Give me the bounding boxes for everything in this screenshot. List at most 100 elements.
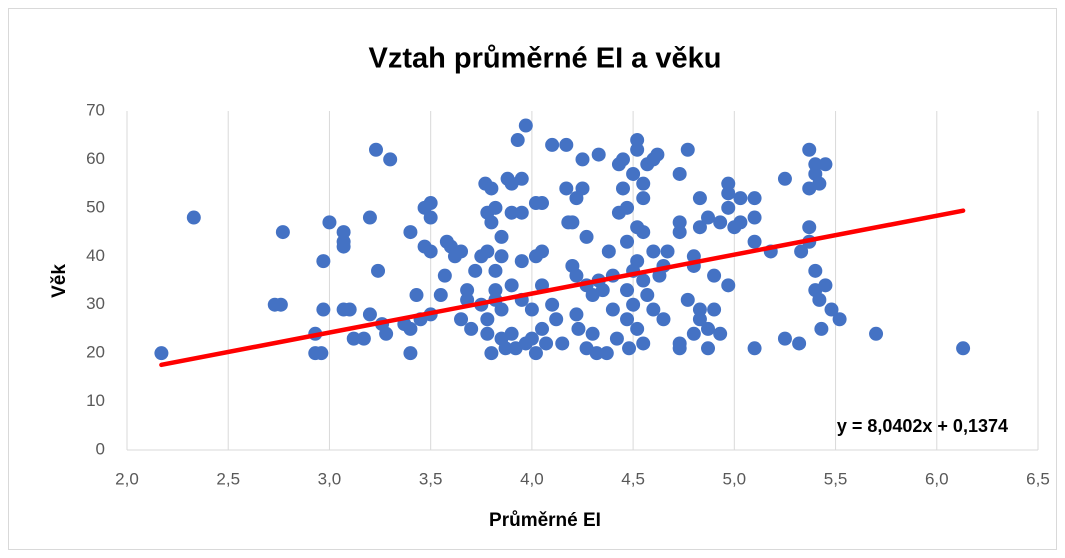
point [701, 210, 716, 225]
point [488, 263, 503, 278]
point [423, 196, 438, 211]
y-tick-label: 70 [86, 100, 105, 119]
y-tick-label: 40 [86, 246, 105, 265]
point [620, 200, 635, 215]
y-tick-label: 50 [86, 197, 105, 216]
point [545, 137, 560, 152]
point [575, 152, 590, 167]
point [707, 302, 722, 317]
point [437, 268, 452, 283]
point [535, 321, 550, 336]
point [777, 331, 792, 346]
point [571, 321, 586, 336]
point [707, 268, 722, 283]
x-tick-label: 5,0 [723, 469, 747, 488]
point [371, 263, 386, 278]
point [336, 239, 351, 254]
point [591, 147, 606, 162]
point [630, 133, 645, 148]
point [713, 215, 728, 230]
y-tick-label: 20 [86, 343, 105, 362]
point [524, 302, 539, 317]
point [615, 181, 630, 196]
point [569, 268, 584, 283]
point [622, 341, 637, 356]
point [832, 312, 847, 327]
point [646, 244, 661, 259]
point [356, 331, 371, 346]
point [514, 171, 529, 186]
y-tick-label: 10 [86, 391, 105, 410]
point [824, 302, 839, 317]
point [559, 137, 574, 152]
point [539, 336, 554, 351]
point [636, 191, 651, 206]
point [316, 254, 331, 269]
point [579, 229, 594, 244]
point [808, 157, 823, 172]
point [518, 118, 533, 133]
point [646, 302, 661, 317]
point [692, 191, 707, 206]
point [680, 142, 695, 157]
point [403, 321, 418, 336]
point [488, 200, 503, 215]
point [672, 341, 687, 356]
point [379, 326, 394, 341]
point [636, 273, 651, 288]
point [812, 292, 827, 307]
point [601, 244, 616, 259]
y-tick-label: 60 [86, 149, 105, 168]
trendline [159, 208, 966, 368]
point [484, 215, 499, 230]
point [362, 210, 377, 225]
point [545, 297, 560, 312]
point [630, 142, 645, 157]
point [369, 142, 384, 157]
x-tick-label: 4,5 [621, 469, 645, 488]
point [403, 346, 418, 361]
point [672, 225, 687, 240]
point [802, 142, 817, 157]
point [409, 288, 424, 303]
point [626, 297, 641, 312]
point [630, 321, 645, 336]
x-tick-label: 3,5 [419, 469, 443, 488]
point [692, 220, 707, 235]
point [585, 326, 600, 341]
point [510, 133, 525, 148]
point [488, 283, 503, 298]
point [480, 312, 495, 327]
point [802, 220, 817, 235]
point [692, 302, 707, 317]
point [433, 288, 448, 303]
trendline-equation: y = 8,0402x + 0,1374 [837, 416, 1008, 436]
point [362, 307, 377, 322]
point [660, 244, 675, 259]
point [498, 341, 513, 356]
point [747, 341, 762, 356]
point [383, 152, 398, 167]
point [650, 147, 665, 162]
point [869, 326, 884, 341]
point [484, 181, 499, 196]
point [535, 196, 550, 211]
point [599, 346, 614, 361]
point [403, 225, 418, 240]
point [468, 263, 483, 278]
point [733, 215, 748, 230]
point [569, 307, 584, 322]
point [589, 346, 604, 361]
point [721, 200, 736, 215]
point [794, 244, 809, 259]
x-tick-label: 3,0 [318, 469, 342, 488]
point [559, 181, 574, 196]
x-tick-label: 5,5 [824, 469, 848, 488]
point [792, 336, 807, 351]
point [273, 297, 288, 312]
point [636, 225, 651, 240]
point [620, 234, 635, 249]
point [818, 157, 833, 172]
y-tick-label: 0 [96, 439, 105, 458]
